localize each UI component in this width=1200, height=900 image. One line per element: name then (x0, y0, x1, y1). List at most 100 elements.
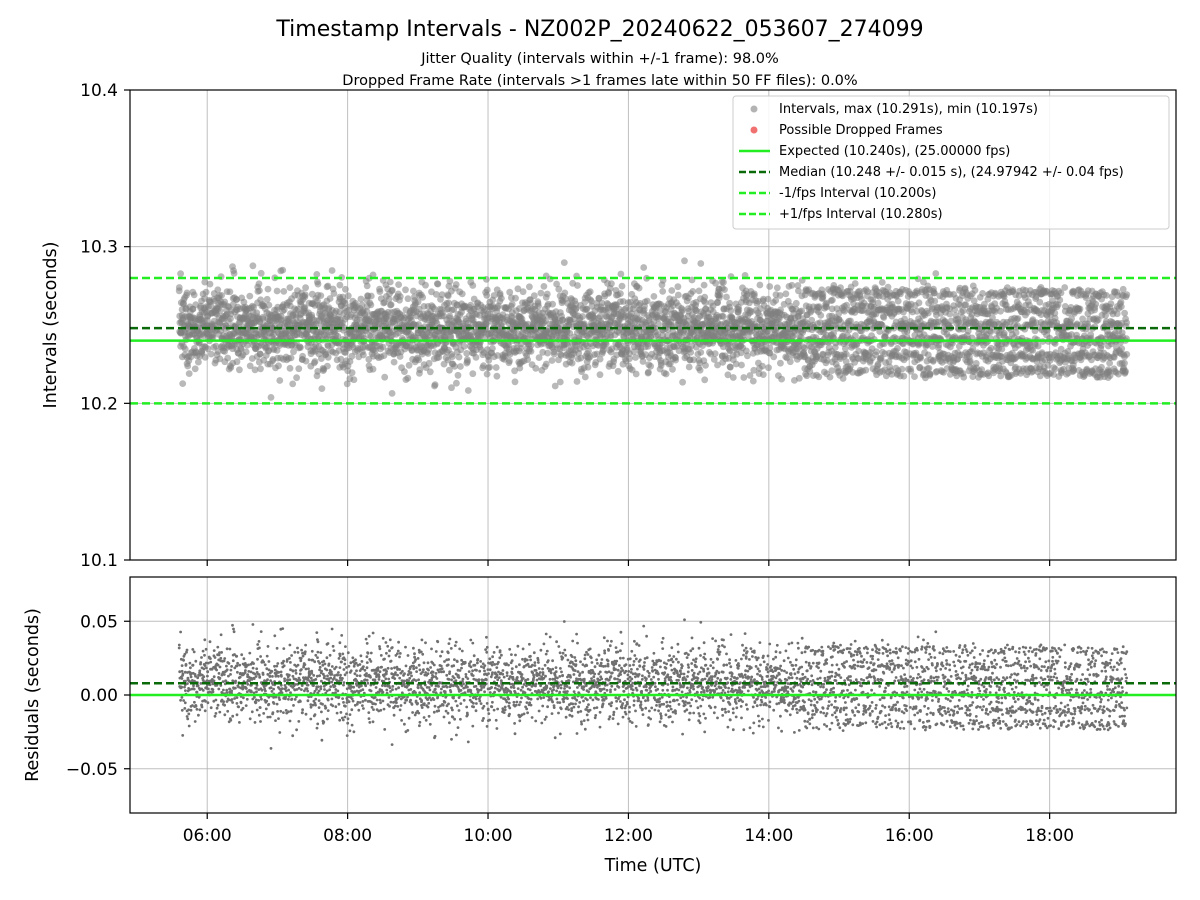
interval-point (293, 374, 300, 382)
interval-point (460, 342, 468, 350)
interval-point (537, 289, 545, 297)
interval-point (900, 372, 908, 380)
interval-point (655, 320, 662, 328)
interval-point (826, 373, 834, 381)
interval-point (415, 356, 423, 364)
interval-point (302, 284, 309, 292)
interval-point (334, 332, 342, 340)
interval-point (674, 291, 682, 299)
interval-point (464, 387, 472, 394)
residual-point (185, 648, 189, 652)
intervals-ytick-label: 10.4 (80, 81, 118, 101)
interval-point (218, 292, 226, 299)
interval-point (770, 353, 778, 361)
interval-point (226, 288, 234, 296)
interval-point (997, 307, 1004, 315)
residual-point (198, 708, 202, 712)
interval-point (422, 281, 429, 289)
interval-point (236, 366, 243, 374)
interval-point (894, 297, 902, 305)
interval-point (367, 301, 375, 309)
interval-point (358, 301, 366, 309)
residual-point (188, 661, 192, 665)
interval-point (932, 270, 940, 277)
interval-point (726, 299, 733, 307)
interval-point (446, 366, 453, 374)
interval-point (363, 282, 371, 290)
interval-point (346, 358, 354, 365)
interval-point (404, 374, 412, 382)
interval-point (506, 357, 513, 365)
residual-point (200, 705, 204, 709)
chart-subtitle-jitter: Jitter Quality (intervals within +/-1 fr… (420, 51, 779, 67)
interval-point (719, 313, 727, 320)
intervals-ytick-label: 10.2 (80, 394, 118, 414)
interval-point (720, 278, 727, 286)
interval-point (313, 271, 321, 278)
interval-point (584, 363, 592, 371)
interval-point (179, 380, 187, 387)
interval-point (617, 270, 625, 278)
interval-point (237, 345, 245, 353)
residual-point (202, 667, 206, 671)
interval-point (469, 370, 477, 378)
residual-point (203, 664, 207, 667)
interval-point (650, 293, 658, 300)
interval-point (782, 290, 790, 298)
interval-point (207, 350, 215, 358)
residual-point (209, 706, 213, 710)
interval-point (618, 282, 626, 290)
interval-point (457, 363, 464, 370)
interval-point (574, 282, 581, 289)
interval-point (402, 286, 409, 294)
interval-point (1087, 331, 1095, 339)
residual-point (192, 687, 196, 691)
interval-point (614, 367, 622, 375)
intervals-xtick-marks (206, 560, 1051, 566)
residual-point (203, 709, 207, 713)
interval-point (405, 361, 413, 369)
residual-point (201, 649, 205, 653)
interval-point (716, 291, 724, 299)
interval-point (727, 307, 735, 315)
interval-point (687, 349, 695, 356)
interval-point (596, 355, 604, 363)
interval-point (276, 377, 284, 384)
interval-point (416, 366, 424, 374)
interval-point (776, 292, 784, 299)
interval-point (249, 262, 257, 270)
interval-point (878, 279, 886, 286)
residual-point (193, 700, 196, 704)
interval-point (289, 380, 297, 388)
interval-point (410, 287, 417, 295)
interval-point (738, 361, 745, 369)
interval-point (207, 302, 215, 310)
interval-point (445, 299, 452, 307)
interval-point (438, 291, 446, 299)
residual-point (183, 701, 187, 705)
interval-point (396, 293, 404, 300)
interval-point (446, 277, 454, 285)
legend: Intervals, max (10.291s), min (10.197s) … (732, 95, 1170, 230)
interval-point (701, 376, 709, 384)
interval-point (302, 357, 310, 365)
residual-point (177, 646, 181, 650)
interval-point (851, 280, 859, 287)
residual-point (180, 685, 184, 689)
interval-point (184, 362, 192, 370)
interval-point (544, 349, 551, 357)
interval-point (721, 286, 728, 293)
residual-point (180, 664, 184, 667)
intervals-ylabel: Intervals (seconds) (41, 242, 61, 409)
interval-point (579, 313, 586, 320)
intervals-points (175, 257, 1131, 401)
interval-point (230, 270, 238, 277)
interval-point (640, 264, 648, 271)
interval-point (700, 281, 708, 289)
interval-point (275, 362, 282, 370)
interval-point (489, 345, 496, 352)
interval-point (560, 259, 568, 266)
interval-point (512, 294, 519, 302)
interval-point (419, 294, 427, 301)
interval-point (246, 292, 254, 300)
